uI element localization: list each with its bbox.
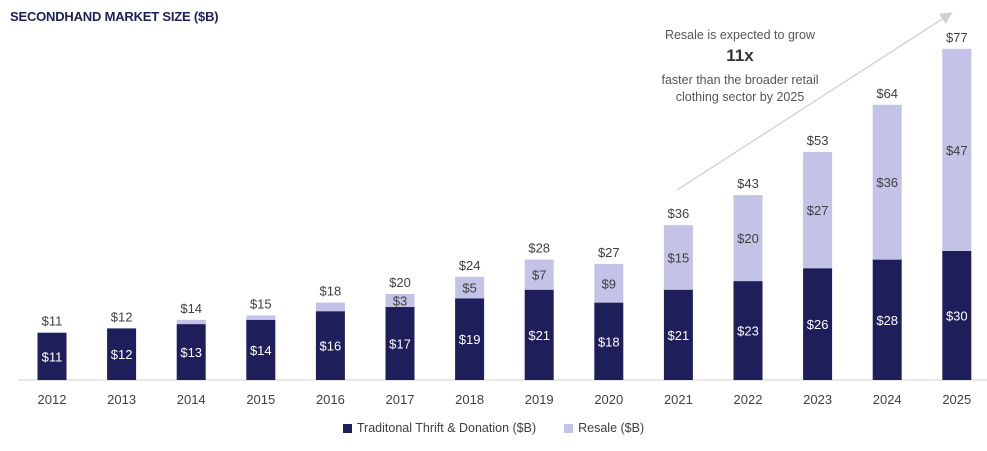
bar-thrift-2016 xyxy=(315,311,345,380)
bar-thrift-2012 xyxy=(37,332,67,380)
legend-swatch-thrift xyxy=(342,423,352,433)
label-thrift-2013: $12 xyxy=(111,347,133,362)
label-total-2021: $36 xyxy=(668,206,690,221)
label-total-2022: $43 xyxy=(737,176,759,191)
bar-thrift-2013 xyxy=(107,328,137,380)
label-resale-2024: $36 xyxy=(876,175,898,190)
x-tick-2023: 2023 xyxy=(803,392,832,407)
label-resale-2021: $15 xyxy=(668,250,690,265)
x-tick-2019: 2019 xyxy=(525,392,554,407)
label-thrift-2016: $16 xyxy=(320,339,342,354)
x-tick-2017: 2017 xyxy=(386,392,415,407)
bar-resale-2025 xyxy=(942,48,972,252)
bar-thrift-2014 xyxy=(176,324,206,380)
label-thrift-2014: $13 xyxy=(180,345,202,360)
label-thrift-2012: $11 xyxy=(42,349,63,364)
bar-resale-2018 xyxy=(455,276,485,299)
label-thrift-2018: $19 xyxy=(459,332,481,347)
chart-legend: Traditonal Thrift & Donation ($B) Resale… xyxy=(0,421,987,435)
bar-thrift-2020 xyxy=(594,302,624,380)
bar-resale-2014 xyxy=(176,319,206,325)
bar-resale-2016 xyxy=(315,302,345,312)
legend-item-thrift: Traditonal Thrift & Donation ($B) xyxy=(342,421,537,435)
label-thrift-2023: $26 xyxy=(807,317,829,332)
label-total-2014: $14 xyxy=(180,301,202,316)
label-total-2018: $24 xyxy=(459,258,481,273)
bar-resale-2015 xyxy=(246,315,276,320)
bar-thrift-2025 xyxy=(942,251,972,380)
bar-thrift-2018 xyxy=(455,298,485,380)
annotation-highlight: 11x xyxy=(726,46,754,65)
label-thrift-2022: $23 xyxy=(737,324,759,339)
label-resale-2018: $5 xyxy=(462,281,476,296)
label-total-2020: $27 xyxy=(598,245,620,260)
annotation-line1: Resale is expected to grow xyxy=(664,28,816,42)
bar-resale-2022 xyxy=(733,195,763,282)
bar-thrift-2022 xyxy=(733,281,763,380)
label-thrift-2025: $30 xyxy=(946,309,968,324)
label-resale-2025: $47 xyxy=(946,143,968,158)
x-tick-2022: 2022 xyxy=(734,392,763,407)
x-tick-2015: 2015 xyxy=(246,392,275,407)
x-tick-2021: 2021 xyxy=(664,392,693,407)
chart-title: SECONDHAND MARKET SIZE ($B) xyxy=(10,9,219,24)
label-total-2013: $12 xyxy=(111,309,133,324)
legend-label-thrift: Traditonal Thrift & Donation ($B) xyxy=(356,421,537,435)
bar-thrift-2024 xyxy=(872,259,902,380)
label-thrift-2019: $21 xyxy=(528,328,550,343)
label-thrift-2020: $18 xyxy=(598,334,620,349)
bar-resale-2017 xyxy=(385,294,415,307)
label-resale-2020: $9 xyxy=(602,276,616,291)
label-total-2019: $28 xyxy=(528,241,550,256)
bar-thrift-2023 xyxy=(803,268,833,380)
label-resale-2023: $27 xyxy=(807,203,829,218)
x-tick-2012: 2012 xyxy=(38,392,67,407)
x-tick-2025: 2025 xyxy=(942,392,971,407)
x-tick-2024: 2024 xyxy=(873,392,902,407)
bar-thrift-2021 xyxy=(663,289,693,380)
growth-arrow xyxy=(676,12,953,191)
bar-resale-2020 xyxy=(594,263,624,303)
label-total-2025: $77 xyxy=(946,30,968,45)
legend-label-resale: Resale ($B) xyxy=(578,421,645,435)
bar-thrift-2015 xyxy=(246,319,276,380)
bar-thrift-2019 xyxy=(524,289,554,380)
legend-item-resale: Resale ($B) xyxy=(564,421,644,435)
label-resale-2017: $3 xyxy=(393,293,407,308)
x-tick-2013: 2013 xyxy=(107,392,136,407)
x-tick-2020: 2020 xyxy=(594,392,623,407)
label-resale-2022: $20 xyxy=(737,231,759,246)
label-thrift-2024: $28 xyxy=(876,313,898,328)
x-tick-2014: 2014 xyxy=(177,392,206,407)
bar-resale-2023 xyxy=(803,152,833,269)
label-thrift-2017: $17 xyxy=(389,336,411,351)
bar-thrift-2017 xyxy=(385,306,415,380)
x-tick-2018: 2018 xyxy=(455,392,484,407)
label-resale-2019: $7 xyxy=(532,268,546,283)
x-tick-2016: 2016 xyxy=(316,392,345,407)
label-total-2024: $64 xyxy=(876,86,898,101)
legend-swatch-resale xyxy=(564,423,574,433)
bar-resale-2024 xyxy=(872,104,902,260)
label-total-2017: $20 xyxy=(389,275,411,290)
label-total-2023: $53 xyxy=(807,133,829,148)
label-thrift-2021: $21 xyxy=(668,328,690,343)
label-total-2015: $15 xyxy=(250,297,272,312)
label-thrift-2015: $14 xyxy=(250,343,272,358)
annotation-line2: faster than the broader retail clothing … xyxy=(661,73,819,104)
label-total-2016: $18 xyxy=(320,284,342,299)
label-total-2012: $11 xyxy=(42,314,63,329)
bar-resale-2021 xyxy=(663,225,693,290)
bar-resale-2019 xyxy=(524,259,554,290)
